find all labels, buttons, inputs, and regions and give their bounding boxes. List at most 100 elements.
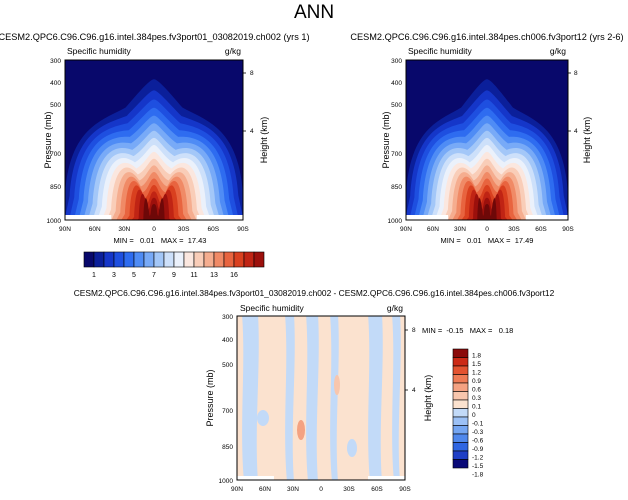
panel-3-blue-band-3 [306,316,319,480]
panel-1-ytick-700: 700 [50,151,61,158]
panel-2-ytick-700: 700 [391,151,402,158]
panel-3-ytick-850: 850 [222,444,233,451]
panel-3-yticks: 300 400 500 700 850 1000 [219,314,234,485]
colorbar-top: 1 3 5 7 9 11 13 16 [83,251,265,279]
panel-3-xtick-0: 0 [319,486,323,493]
panel-1-ylabel: Pressure (mb) [43,111,53,168]
panel-1-ytick-400: 400 [50,80,61,87]
panel-2-xtick-30n: 30N [454,226,466,233]
panel-1-ytick-850: 850 [50,184,61,191]
panel-2-ytick-400: 400 [391,80,402,87]
panel-1-htick-4: 4 [250,128,254,135]
colorbar-diff-box-6 [452,391,469,401]
panel-3-ylabel: Pressure (mb) [205,369,215,426]
colorbar-diff-label-9: -0.3 [472,429,484,436]
colorbar-top-box-16 [233,251,245,268]
panel-1-htick-8: 8 [250,70,254,77]
panel-3-xtick-90s: 90S [399,486,411,493]
colorbar-top-box-10 [173,251,185,268]
panel-2-xtick-0: 0 [485,226,489,233]
panel-3-red-patch-2 [334,375,340,395]
colorbar-diff-box-10 [452,425,469,435]
panel-3-blue-band-6 [392,316,401,480]
panel-3-blue-band-1 [242,316,259,480]
panel-2-title: CESM2.QPC6.C96.C96.g16.intel.384pes.ch00… [350,32,623,42]
panel-3-ytick-400: 400 [222,337,233,344]
colorbar-diff-box-9 [452,416,469,426]
panel-1-yticks: 300 400 500 700 850 1000 [47,58,62,225]
colorbar-diff-box-2 [452,357,469,367]
panel-3-ytick-500: 500 [222,362,233,369]
colorbar-top-label-9: 9 [172,272,176,279]
colorbar-top-labels: 1 3 5 7 9 11 13 16 [92,272,238,279]
panel-3-blue-band-2 [285,316,295,480]
colorbar-diff-label-7: 0 [472,412,476,419]
panel-3-frame [236,315,406,481]
page-title: ANN [293,2,335,23]
panel-2-height-ticks: 8 4 [568,70,578,135]
panel-3-xtick-30s: 30S [343,486,355,493]
colorbar-top-label-13: 13 [210,272,218,279]
panel-2-xtick-30s: 30S [508,226,520,233]
panel-2-ytick-500: 500 [391,102,402,109]
colorbar-diff-label-11: -0.9 [472,446,484,453]
panel-1-xtick-60s: 60S [208,226,220,233]
panel-1-height-ticks: 8 4 [243,70,254,135]
colorbar-top-box-12 [193,251,205,268]
panel-2-contour-18 [477,198,497,220]
panel-1-ytick-300: 300 [50,58,61,65]
colorbar-diff-box-4 [452,374,469,384]
colorbar-diff-label-2: 1.2 [472,370,481,377]
panel-3-xtick-60n: 60N [259,486,271,493]
panel-1-field: Specific humidity [67,46,132,56]
panel-1-ytick-1000: 1000 [47,218,62,225]
colorbar-top-label-1: 1 [92,272,96,279]
colorbar-top-box-15 [223,251,235,268]
colorbar-diff-label-10: -0.6 [472,438,484,445]
panel-1-contour-18 [143,198,165,220]
panel-1-frame [64,59,244,221]
colorbar-top-box-5 [123,251,135,268]
panel-3-blue-patch-1 [257,410,269,426]
panel-1-stats: MIN = 0.01 MAX = 17.43 [114,236,207,245]
panel-3-ylabel-right: Height (km) [423,375,433,422]
colorbar-diff-box-7 [452,399,469,409]
colorbar-top-label-3: 3 [112,272,116,279]
panel-3-xtick-60s: 60S [371,486,383,493]
panel-1-xtick-30n: 30N [118,226,130,233]
panel-1-surface-mask-left [65,215,112,220]
panel-1-xtick-90n: 90N [59,226,71,233]
colorbar-diff-label-0: 1.8 [472,353,481,360]
panel-1-units: g/kg [225,46,241,56]
panel-3-blue-band-5 [368,316,383,480]
colorbar-diff-box-8 [452,408,469,418]
panel-3-stats: MIN = -0.15 MAX = 0.18 [422,326,513,335]
colorbar-top-box-18 [253,251,265,268]
colorbar-top-label-5: 5 [132,272,136,279]
panel-1-xtick-60n: 60N [89,226,101,233]
colorbar-diff-box-1 [452,348,469,358]
colorbar-diff-box-11 [452,433,469,443]
colorbar-top-box-17 [243,251,255,268]
panel-1-surface-mask-right [196,215,243,220]
panel-3-blue-band-4 [330,316,339,480]
panel-2-xticks: 90N 60N 30N 0 30S 60S 90S [400,226,574,233]
colorbar-top-box-13 [203,251,215,268]
colorbar-top-box-11 [183,251,195,268]
panel-3-surface-mask-right [368,476,405,480]
colorbar-diff-box-3 [452,365,469,375]
panel-2-field: Specific humidity [408,46,473,56]
panel-1-xtick-30s: 30S [178,226,190,233]
panel-3-blue-patch-2 [347,439,357,457]
colorbar-diff-labels: 1.8 1.5 1.2 0.9 0.6 0.3 0.1 0 -0.1 -0.3 … [472,353,484,479]
panel-3-ytick-700: 700 [222,408,233,415]
colorbar-top-box-9 [163,251,175,268]
panel-3-height-ticks: 8 4 [405,327,416,394]
panel-3-title: CESM2.QPC6.C96.C96.g16.intel.384pes.fv3p… [74,288,555,298]
colorbar-diff-label-14: -1.8 [472,472,484,479]
panel-2-ylabel-right: Height (km) [582,117,592,164]
panel-3-surface-mask-left [237,476,274,480]
panel-1-xticks: 90N 60N 30N 0 30S 60S 90S [59,226,249,233]
panel-2-ylabel: Pressure (mb) [381,111,391,168]
